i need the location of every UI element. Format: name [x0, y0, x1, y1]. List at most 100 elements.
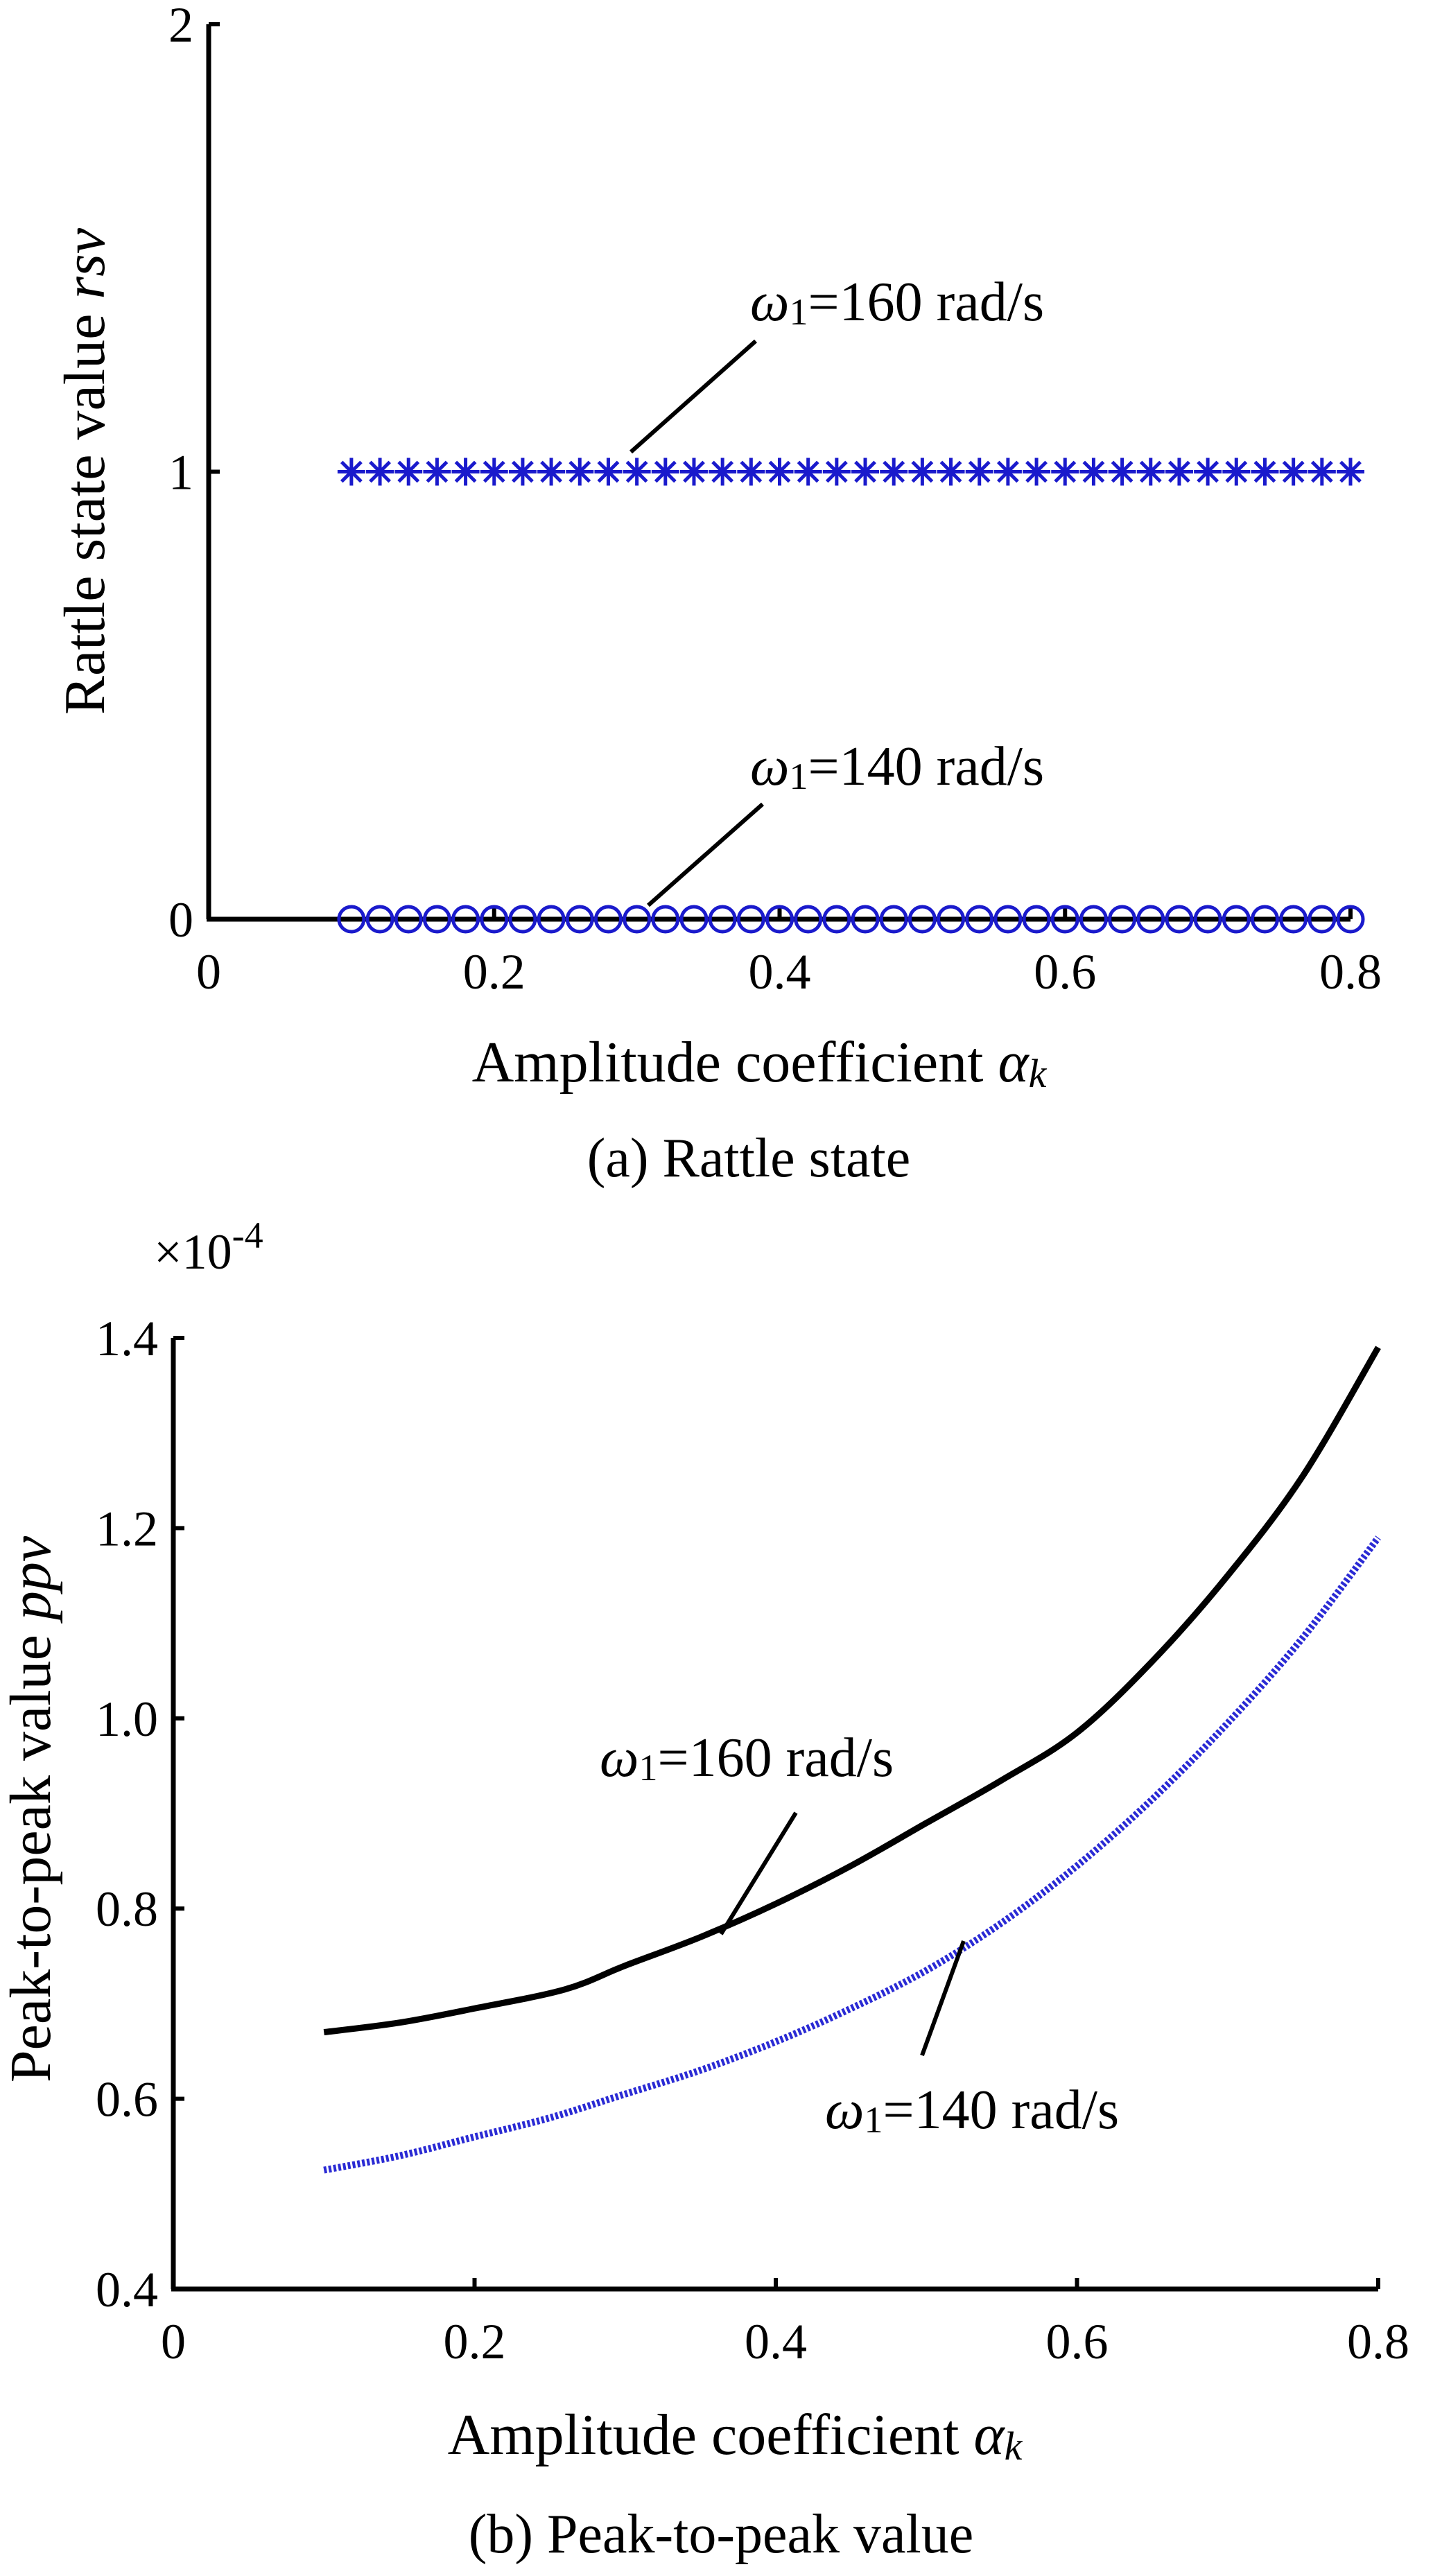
panel-b-y-multiplier: ×10-4	[154, 1215, 263, 1280]
circle-marker	[679, 905, 709, 934]
circle-marker	[708, 905, 737, 934]
panel-b-x-axis-label: Amplitude coefficient αk	[448, 2403, 1023, 2469]
asterisk-marker	[508, 458, 537, 486]
circle-marker	[1079, 905, 1108, 934]
asterisk-marker	[1165, 458, 1193, 486]
panel-a-annotation-140-label: ω1=140 rad/s	[750, 736, 1044, 797]
panel-a-annotation-140-leader	[647, 802, 764, 907]
circle-marker	[1336, 905, 1365, 934]
circle-marker	[480, 905, 509, 934]
panel-b-x-tick-label: 0.6	[1046, 2314, 1109, 2369]
panel-b-series-line-0	[323, 1346, 1381, 2036]
panel-b-axes	[171, 1338, 1378, 2292]
panel-a-y-axis-label: Rattle state value rsv	[53, 227, 117, 715]
circle-marker	[1308, 905, 1337, 934]
panel-b-series	[323, 1346, 1381, 2174]
panel-a-x-tick-label: 0.2	[463, 944, 526, 1000]
panel-b-x-tick-label: 0	[161, 2314, 186, 2369]
asterisk-marker	[1222, 458, 1251, 486]
panel-a-y-tick-label: 0	[168, 892, 193, 948]
panel-a-x-tick-label: 0.4	[749, 944, 811, 1000]
circle-marker	[508, 905, 537, 934]
panel-a-annotation-160: ω1=160 rad/s	[629, 272, 1044, 454]
circle-marker	[1165, 905, 1194, 934]
panel-b-y-tick-label: 1.2	[96, 1501, 158, 1556]
panel-b-annotation-160-label: ω1=160 rad/s	[600, 1728, 894, 1789]
panel-a-ticks: 0 0.2 0.4 0.6 0.8 0 1 2	[168, 0, 1382, 1000]
panel-b: ×10-4 0 0.2 0.4 0.6 0.8 0.4 0.6 0.8 1.0 1.2 1.4 ω1…	[0, 1215, 1409, 2565]
asterisk-marker	[1308, 458, 1336, 486]
circle-marker	[623, 905, 652, 934]
circle-marker	[651, 905, 680, 934]
circle-marker	[851, 905, 880, 934]
circle-marker	[422, 905, 451, 934]
panel-b-annotation-160-leader	[719, 1811, 798, 1935]
panel-b-series-line-1	[323, 1535, 1381, 2174]
asterisk-marker	[1251, 458, 1279, 486]
asterisk-marker	[394, 458, 423, 486]
asterisk-marker	[937, 458, 965, 486]
panel-b-y-tick-label: 0.4	[96, 2262, 158, 2317]
circle-marker	[451, 905, 480, 934]
asterisk-marker	[451, 458, 480, 486]
panel-b-y-tick-label: 0.8	[96, 1881, 158, 1937]
asterisk-marker	[822, 458, 851, 486]
panel-b-y-tick-label: 1.0	[96, 1691, 158, 1747]
asterisk-marker	[965, 458, 993, 486]
panel-a-annotation-160-label: ω1=160 rad/s	[750, 272, 1044, 333]
asterisk-marker	[1337, 458, 1364, 486]
panel-b-annotation-140-label: ω1=140 rad/s	[825, 2080, 1119, 2141]
panel-a-x-tick-label: 0.8	[1319, 944, 1382, 1000]
panel-a-x-axis-label: Amplitude coefficient αk	[472, 1030, 1048, 1096]
circle-marker	[907, 905, 937, 934]
circle-marker	[1136, 905, 1165, 934]
asterisk-marker	[337, 458, 365, 486]
circle-marker	[765, 905, 794, 934]
asterisk-marker	[1194, 458, 1222, 486]
panel-a-y-tick-label: 1	[168, 445, 193, 501]
asterisk-marker	[594, 458, 623, 486]
circle-marker	[394, 905, 423, 934]
panel-b-y-tick-label: 0.6	[96, 2072, 158, 2127]
asterisk-marker	[1079, 458, 1108, 486]
asterisk-marker	[366, 458, 394, 486]
panel-b-x-tick-label: 0.4	[745, 2314, 807, 2369]
asterisk-marker	[651, 458, 679, 486]
circle-marker	[1050, 905, 1079, 934]
asterisk-marker	[537, 458, 566, 486]
panel-a: 0 0.2 0.4 0.6 0.8 0 1 2 ω1=160 rad/s ω1=140 rad…	[53, 0, 1382, 1189]
asterisk-marker	[794, 458, 822, 486]
circle-marker	[1222, 905, 1251, 934]
circle-marker	[337, 905, 366, 934]
asterisk-marker	[880, 458, 908, 486]
panel-b-annotation-140-leader	[920, 1940, 966, 2057]
asterisk-marker	[1108, 458, 1136, 486]
circle-marker	[1193, 905, 1222, 934]
circle-marker	[965, 905, 994, 934]
asterisk-marker	[480, 458, 508, 486]
asterisk-marker	[1279, 458, 1308, 486]
circle-marker	[565, 905, 594, 934]
panel-b-ticks: 0 0.2 0.4 0.6 0.8 0.4 0.6 0.8 1.0 1.2 1.4	[96, 1311, 1409, 2369]
circle-marker	[593, 905, 623, 934]
panel-b-y-axis-label: Peak-to-peak value ppv	[0, 1535, 63, 2082]
asterisk-marker	[566, 458, 594, 486]
asterisk-marker	[423, 458, 451, 486]
panel-a-y-tick-label: 2	[168, 0, 193, 53]
circle-marker	[993, 905, 1023, 934]
panel-a-caption: (a) Rattle state	[587, 1128, 910, 1189]
panel-a-series	[337, 458, 1365, 934]
panel-b-caption: (b) Peak-to-peak value	[469, 2504, 974, 2565]
asterisk-marker	[993, 458, 1022, 486]
circle-marker	[822, 905, 851, 934]
panel-b-annotation-140: ω1=140 rad/s	[825, 1940, 1119, 2141]
panel-a-x-tick-label: 0	[196, 944, 221, 1000]
circle-marker	[1022, 905, 1051, 934]
asterisk-marker	[709, 458, 737, 486]
circle-marker	[937, 905, 966, 934]
circle-marker	[1108, 905, 1137, 934]
panel-a-annotation-140: ω1=140 rad/s	[647, 736, 1044, 907]
asterisk-marker	[623, 458, 651, 486]
panel-a-x-tick-label: 0.6	[1034, 944, 1096, 1000]
